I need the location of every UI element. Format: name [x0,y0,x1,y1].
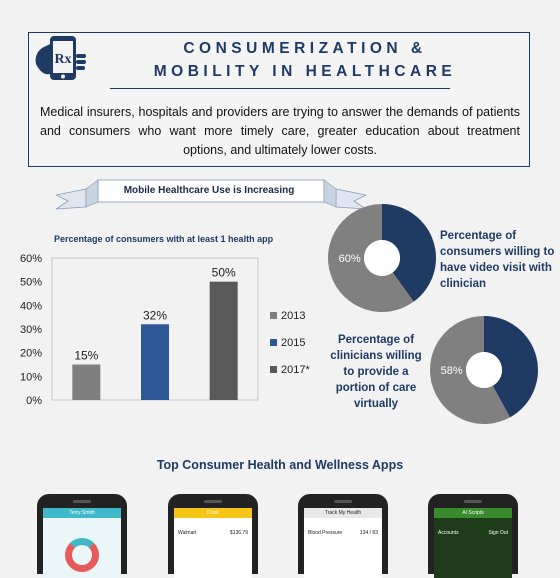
legend-label: 2013 [281,310,305,322]
phone-speaker [204,500,222,503]
donut-slice-willing [430,316,511,424]
donut-data-label: 60% [339,253,361,265]
donut-slice-willing [328,204,414,312]
rx-symbol: Rx [54,52,71,67]
apps-section-title: Top Consumer Health and Wellness Apps [156,458,404,472]
app-line-2: 134 / 83 [359,530,378,536]
y-tick-label: 10% [20,371,42,383]
legend-swatch [270,312,277,319]
phone-speaker [334,500,352,503]
y-tick-label: 20% [20,348,42,360]
ribbon-banner [56,179,366,210]
app-line-2: Sign Out [488,530,508,536]
app-phone: Track My Health Blood Pressure 134 / 83 [298,494,388,578]
header-box [28,32,530,167]
donut-hole [364,240,400,276]
donut-slice-not-willing [382,204,436,302]
donut-chart-clinicians: 58% [430,316,538,424]
app-header-bar: Track My Health [304,508,382,518]
app-screen: Terry Smith [43,508,121,578]
legend-swatch [270,366,277,373]
page-title-line1: CONSUMERIZATION & [183,40,427,57]
app-screen: Track My Health Blood Pressure 134 / 83 [304,508,382,578]
app-phone: Terry Smith [37,494,127,578]
intro-paragraph: Medical insurers, hospitals and provider… [40,105,520,157]
donut1-caption: Percentage of consumers willing to have … [440,230,555,290]
y-tick-label: 0% [26,395,42,407]
app-screen: Drxst Walmart $136.79 [174,508,252,578]
y-tick-label: 30% [20,324,42,336]
app-header-bar: Drxst [174,508,252,518]
bar-chart: 0% 10% 20% 30% 40% 50% 60% 15% 32% 50% 2013 2015 201… [20,253,311,407]
y-tick-label: 40% [20,300,42,312]
page-title-line2: MOBILITY IN HEALTHCARE [153,63,457,80]
legend-label: 2017* [281,364,310,376]
phone-speaker [464,500,482,503]
app-line-2: $136.79 [229,530,248,536]
phone-speaker [73,500,91,503]
app-header-bar: Terry Smith [43,508,121,518]
donut2-caption: Percentage of clinicians willing to prov… [330,334,422,410]
legend-swatch [270,339,277,346]
donut-data-label: 58% [441,365,463,377]
legend-label: 2015 [281,337,305,349]
bar-2017* [209,281,238,400]
bar-data-label: 50% [212,266,236,280]
phone-rx-icon: Rx [35,36,86,80]
y-tick-label: 50% [20,277,42,289]
activity-ring-icon [65,538,99,572]
y-tick-label: 60% [20,253,42,265]
donut-slice-not-willing [484,316,538,418]
bar-data-label: 15% [74,349,98,363]
app-line-1: Blood Pressure [308,530,343,536]
bar-2015 [141,324,169,400]
bar-chart-title: Percentage of consumers with at least 1 … [54,234,274,244]
ribbon-label: Mobile Healthcare Use is Increasing [123,185,295,196]
app-screen: AI Scripts Accounts Sign Out [434,508,512,578]
donut-hole [466,352,502,388]
donut-chart-consumers: 60% [328,204,436,312]
app-line-1: Walmart [178,530,197,536]
title-divider [110,88,450,89]
app-phone: AI Scripts Accounts Sign Out [428,494,518,578]
bar-2013 [72,364,101,400]
app-phone: Drxst Walmart $136.79 [168,494,258,578]
app-line-1: Accounts [438,530,459,536]
bar-data-label: 32% [143,308,167,322]
app-header-bar: AI Scripts [434,508,512,518]
